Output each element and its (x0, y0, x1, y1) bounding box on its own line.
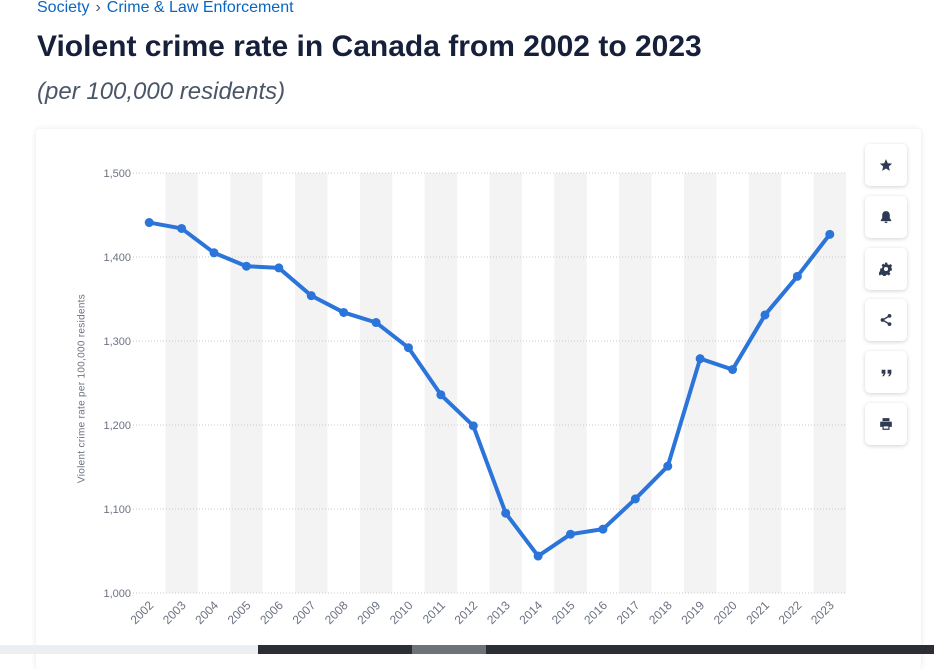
bell-icon (880, 211, 892, 224)
breadcrumb-link-society[interactable]: Society (37, 0, 90, 16)
y-tick-label: 1,100 (103, 504, 131, 516)
band-stripe (683, 173, 717, 593)
y-tick-label: 1,400 (103, 252, 131, 264)
band-stripe (813, 173, 846, 593)
x-tick-label: 2002 (128, 598, 157, 627)
band-stripe (230, 173, 263, 593)
page-title: Violent crime rate in Canada from 2002 t… (37, 30, 702, 63)
x-tick-label: 2005 (225, 598, 254, 627)
favorite-button[interactable] (865, 144, 907, 186)
breadcrumb: Society › Crime & Law Enforcement (37, 0, 294, 17)
print-button[interactable] (865, 403, 907, 445)
gear-icon (879, 262, 893, 276)
y-tick-label: 1,200 (103, 420, 131, 432)
data-point (403, 343, 413, 353)
data-point (144, 218, 154, 228)
y-axis-ticks: 1,000 1,100 1,200 1,300 1,400 1,500 (103, 168, 131, 600)
breadcrumb-link-crime-law-enforcement[interactable]: Crime & Law Enforcement (106, 0, 294, 16)
breadcrumb-separator: › (95, 0, 101, 16)
band-stripe (424, 173, 458, 593)
y-tick-label: 1,300 (103, 336, 131, 348)
data-point (728, 365, 738, 375)
data-point (339, 307, 349, 317)
x-tick-label: 2007 (290, 598, 319, 627)
data-point (177, 223, 187, 233)
x-tick-label: 2010 (387, 598, 416, 627)
bottom-bar-segment (412, 645, 486, 654)
data-point (663, 461, 673, 471)
y-tick-label: 1,000 (103, 588, 131, 600)
data-point (436, 390, 446, 400)
y-tick-label: 1,500 (103, 168, 131, 180)
x-tick-label: 2015 (549, 598, 578, 627)
band-stripe (748, 173, 782, 593)
x-tick-label: 2008 (322, 598, 351, 627)
page-subtitle: (per 100,000 residents) (37, 78, 286, 105)
star-icon (879, 159, 893, 171)
bottom-bar-segment (0, 645, 258, 654)
series-layer (144, 218, 835, 561)
data-point (241, 261, 251, 271)
data-point (501, 508, 511, 518)
bottom-bar (0, 645, 934, 654)
settings-button[interactable] (865, 248, 907, 290)
x-tick-label: 2003 (160, 598, 189, 627)
quote-icon (881, 369, 891, 376)
data-point (695, 354, 705, 364)
band-stripe (295, 173, 328, 593)
x-tick-label: 2014 (516, 598, 545, 627)
print-icon (880, 418, 892, 430)
band-stripe (359, 173, 393, 593)
data-point (566, 529, 576, 539)
x-tick-label: 2021 (743, 598, 772, 627)
x-tick-label: 2016 (581, 598, 610, 627)
band-stripe (489, 173, 522, 593)
band-stripe (619, 173, 652, 593)
data-point (825, 229, 835, 239)
x-tick-label: 2020 (711, 598, 740, 627)
data-point (274, 263, 284, 273)
data-point (598, 524, 608, 534)
x-tick-label: 2013 (484, 598, 513, 627)
x-tick-label: 2017 (614, 598, 643, 627)
band-stripe (165, 173, 198, 593)
data-point (371, 318, 381, 328)
data-point (630, 494, 640, 504)
series-line (147, 220, 832, 559)
x-axis-ticks: 2002 2003 2004 2005 2006 2007 2008 2009 2010 2011… (128, 598, 838, 627)
cite-button[interactable] (865, 351, 907, 393)
chart-bands (165, 173, 846, 593)
x-tick-label: 2011 (420, 598, 448, 626)
x-tick-label: 2012 (452, 598, 481, 627)
x-tick-label: 2019 (678, 598, 707, 627)
data-point (468, 421, 478, 431)
share-button[interactable] (865, 299, 907, 341)
x-tick-label: 2018 (646, 598, 675, 627)
data-point (306, 291, 316, 301)
x-tick-label: 2009 (354, 598, 383, 627)
data-point (760, 310, 770, 320)
y-axis-label: Violent crime rate per 100,000 residents (76, 293, 88, 484)
share-icon (880, 314, 892, 326)
x-tick-label: 2023 (808, 598, 837, 627)
x-tick-label: 2006 (257, 598, 286, 627)
data-point (209, 248, 219, 258)
band-stripe (554, 173, 587, 593)
data-point (533, 551, 543, 561)
chart-gridlines (133, 172, 846, 594)
data-point (792, 271, 802, 281)
x-tick-label: 2004 (192, 598, 221, 627)
notification-button[interactable] (865, 196, 907, 238)
x-tick-label: 2022 (776, 598, 805, 627)
